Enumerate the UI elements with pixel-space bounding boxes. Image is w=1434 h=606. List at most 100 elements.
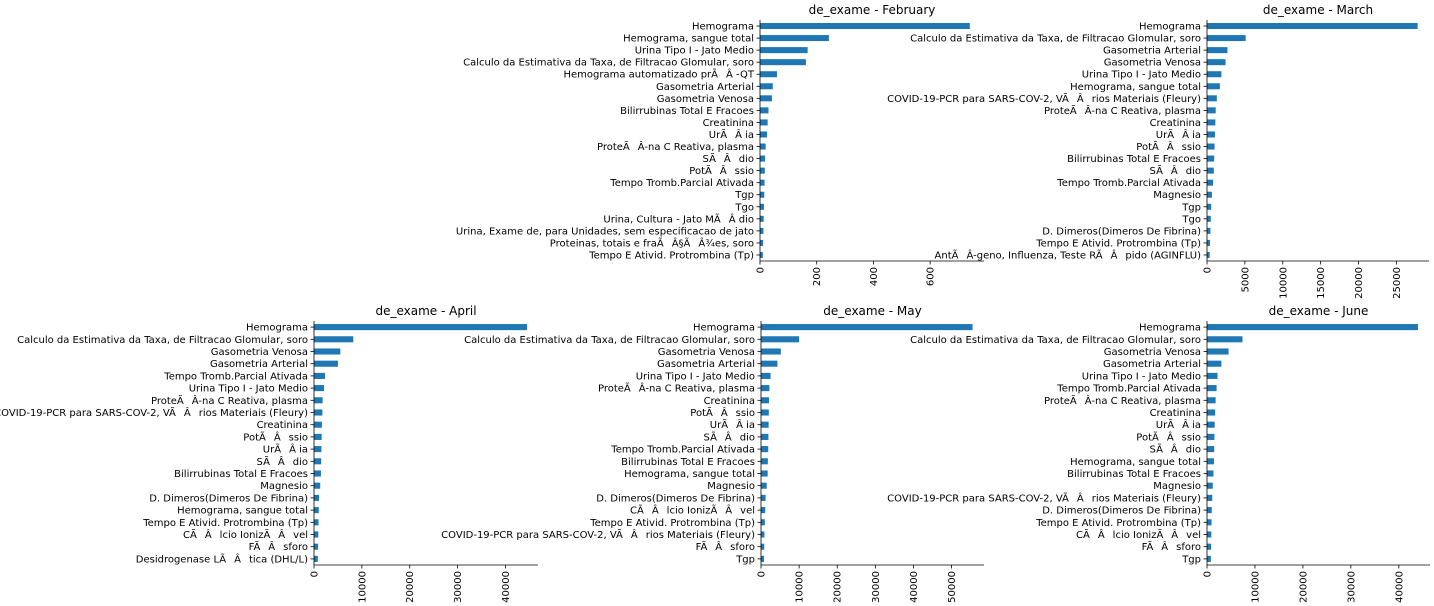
x-tick-label: 10000 xyxy=(1278,267,1289,299)
category-label: Tempo Tromb.Parcial Ativada xyxy=(163,371,308,382)
category-label: Tempo E Ativid. Protrombina (Tp) xyxy=(142,518,308,529)
x-tick-label: 0 xyxy=(1203,571,1214,577)
x-tick-label: 15000 xyxy=(1316,267,1327,299)
bar xyxy=(314,348,341,355)
category-label: UrÃÂ ia xyxy=(710,418,755,431)
category-label: Hemograma xyxy=(1139,323,1201,334)
category-label: Gasometria Arterial xyxy=(210,359,308,370)
category-label: PotÃÂssio xyxy=(689,164,754,177)
category-label: Hemograma xyxy=(692,22,754,33)
category-label: Magnesio xyxy=(1153,481,1201,492)
x-tick-label: 40000 xyxy=(1394,571,1405,603)
category-label: Tempo Tromb.Parcial Ativada xyxy=(610,445,755,456)
category-label: Tempo Tromb.Parcial Ativada xyxy=(1056,178,1201,189)
bar xyxy=(760,203,764,210)
bar xyxy=(1207,348,1229,355)
x-tick-label: 40000 xyxy=(909,571,920,603)
category-label: Urina, Cultura - Jato MÃÂ dio xyxy=(603,212,754,225)
bar xyxy=(1207,385,1217,392)
bar xyxy=(761,543,765,550)
x-tick-label: 20000 xyxy=(1354,267,1365,299)
x-tick-label: 10000 xyxy=(795,571,806,603)
category-label: COVID-19-PCR para SARS-COV-2, VÃÂrios … xyxy=(887,92,1201,105)
category-label: UrÃÂ ia xyxy=(709,128,754,141)
category-label: Gasometria Venosa xyxy=(1104,58,1201,69)
bar xyxy=(760,107,769,114)
bar xyxy=(760,227,764,234)
subplot-title: de_exame - June xyxy=(1269,304,1369,318)
bar xyxy=(1207,494,1213,501)
category-label: Gasometria Arterial xyxy=(1103,359,1201,370)
bar xyxy=(761,409,769,416)
bar xyxy=(760,239,764,246)
category-label: Tempo E Ativid. Protrombina (Tp) xyxy=(588,250,754,261)
subplot-title: de_exame - February xyxy=(809,3,936,17)
x-tick-label: 10000 xyxy=(1250,571,1261,603)
category-label: Tempo E Ativid. Protrombina (Tp) xyxy=(1035,238,1201,249)
bar xyxy=(1207,167,1214,174)
bar xyxy=(761,336,800,343)
bar xyxy=(1207,215,1211,222)
category-label: Hemograma, sangue total xyxy=(623,34,754,45)
category-label: CÃÂlcio IonizÃÂvel xyxy=(1076,528,1201,541)
bar xyxy=(761,470,768,477)
category-label: Urina Tipo I - Jato Medio xyxy=(1082,70,1201,81)
bar xyxy=(314,555,318,562)
category-label: D. Dimeros(Dimeros De Fibrina) xyxy=(1042,506,1201,517)
bar xyxy=(1207,155,1215,162)
category-label: Hemograma, sangue total xyxy=(624,469,755,480)
category-label: Creatinina xyxy=(257,420,308,431)
category-label: Creatinina xyxy=(1150,408,1201,419)
category-label: COVID-19-PCR para SARS-COV-2, VÃÂrios … xyxy=(0,406,308,419)
bar xyxy=(1207,482,1213,489)
category-label: UrÃÂ ia xyxy=(1156,418,1201,431)
bar xyxy=(314,446,322,453)
bar xyxy=(761,324,973,331)
bar xyxy=(761,531,765,538)
category-label: Gasometria Arterial xyxy=(1103,46,1201,57)
bar xyxy=(761,507,766,514)
category-label: Urina, Exame de, para Unidades, sem espe… xyxy=(456,226,754,237)
bar xyxy=(761,446,769,453)
bar xyxy=(314,543,319,550)
category-label: Hemograma, sangue total xyxy=(1070,82,1201,93)
bar xyxy=(761,458,768,465)
category-label: Urina Tipo I - Jato Medio xyxy=(189,384,308,395)
category-label: Bilirrubinas Total E Fracoes xyxy=(620,106,754,117)
bar xyxy=(314,531,319,538)
bar xyxy=(760,179,765,186)
bar xyxy=(1207,107,1216,114)
category-label: FÃÂsforo xyxy=(696,540,755,553)
category-label: Gasometria Venosa xyxy=(658,347,755,358)
bar xyxy=(1207,397,1216,404)
category-label: Magnesio xyxy=(260,481,308,492)
bar xyxy=(314,336,354,343)
category-label: ProteÃÂ-na C Reativa, plasma xyxy=(597,140,754,153)
category-label: Tgp xyxy=(1181,202,1201,213)
category-label: Gasometria Arterial xyxy=(656,82,754,93)
bar xyxy=(314,494,320,501)
x-tick-label: 10000 xyxy=(357,571,368,603)
bar xyxy=(760,47,808,54)
bar xyxy=(761,519,765,526)
category-label: CÃÂlcio IonizÃÂvel xyxy=(183,528,308,541)
bar xyxy=(314,360,338,367)
bar xyxy=(314,433,322,440)
category-label: Gasometria Venosa xyxy=(657,94,754,105)
category-label: Hemograma xyxy=(693,323,755,334)
category-label: Tempo Tromb.Parcial Ativada xyxy=(1056,384,1201,395)
bar xyxy=(1207,421,1215,428)
x-tick-label: 0 xyxy=(1203,267,1214,273)
x-tick-label: 30000 xyxy=(871,571,882,603)
subplot-title: de_exame - May xyxy=(823,304,921,318)
x-tick-label: 0 xyxy=(757,571,768,577)
bar xyxy=(1207,324,1419,331)
category-label: Hemograma automatizado prÃÂ -QT xyxy=(563,68,754,81)
bar xyxy=(761,397,770,404)
category-label: Calculo da Estimativa da Taxa, de Filtra… xyxy=(17,335,308,346)
category-label: Tempo E Ativid. Protrombina (Tp) xyxy=(589,518,755,529)
category-label: COVID-19-PCR para SARS-COV-2, VÃÂrios … xyxy=(887,491,1201,504)
category-label: D. Dimeros(Dimeros De Fibrina) xyxy=(596,493,755,504)
